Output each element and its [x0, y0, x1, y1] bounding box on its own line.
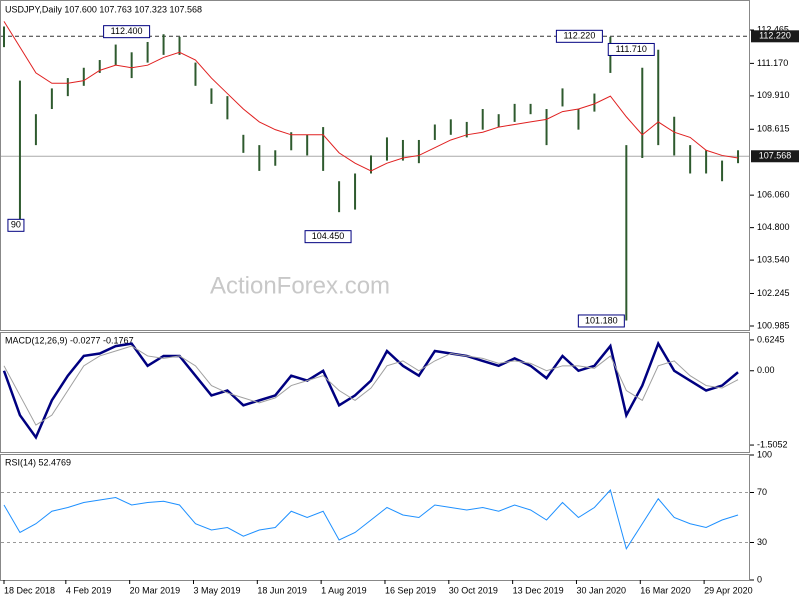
- y-tick-label: 100.985: [757, 320, 790, 330]
- y-tick-label: 104.800: [757, 222, 790, 232]
- price-box: [751, 150, 799, 163]
- x-tick-label: 30 Jan 2020: [576, 585, 626, 595]
- y-tick-label: 106.060: [757, 190, 790, 200]
- y-tick-label: 112.465: [757, 24, 789, 34]
- y-tick-label: 100: [757, 449, 772, 459]
- macd-title: MACD(12,26,9) -0.0277 -0.1767: [5, 335, 134, 345]
- annotation-box: [577, 314, 625, 328]
- x-tick-label: 4 Feb 2019: [66, 585, 112, 595]
- annotation-box: [103, 25, 151, 39]
- moving-average: [3, 21, 739, 172]
- series-line: [3, 345, 739, 426]
- y-tick-label: 70: [757, 487, 767, 497]
- x-tick-label: 30 Oct 2019: [449, 585, 498, 595]
- price-box-label: 112.220: [759, 31, 791, 41]
- annotation-box: [7, 218, 25, 232]
- x-tick-label: 1 Aug 2019: [321, 585, 367, 595]
- annotation-label: 112.400: [111, 26, 143, 36]
- y-tick-label: 102.245: [757, 288, 790, 298]
- annotation-box: [304, 230, 352, 244]
- x-tick-label: 29 Apr 2020: [704, 585, 753, 595]
- y-tick-label: 0: [757, 574, 762, 584]
- series-line: [3, 488, 739, 550]
- annotation-box: [555, 29, 603, 43]
- annotation-label: 104.450: [312, 231, 345, 241]
- x-tick-label: 13 Dec 2019: [513, 585, 564, 595]
- x-tick-label: 20 Mar 2019: [130, 585, 181, 595]
- watermark: ActionForex.com: [210, 272, 390, 299]
- x-tick-label: 3 May 2019: [193, 585, 240, 595]
- y-tick-label: 108.615: [757, 124, 790, 134]
- rsi-title: RSI(14) 52.4769: [5, 457, 71, 467]
- macd-frame: [0, 332, 750, 453]
- y-tick-label: 0.00: [757, 365, 775, 375]
- chart-title: USDJPY,Daily 107.600 107.763 107.323 107…: [5, 4, 202, 14]
- price-box: [751, 30, 799, 43]
- y-tick-label: 111.170: [757, 58, 788, 68]
- annotation-label: 111.710: [616, 44, 647, 54]
- price-box-label: 107.568: [759, 151, 792, 161]
- annotation-label: 112.220: [563, 31, 595, 41]
- main-frame: [0, 0, 750, 331]
- annotation-label: 90: [11, 220, 21, 230]
- rsi-frame: [0, 454, 750, 581]
- x-tick-label: 18 Jun 2019: [257, 585, 307, 595]
- x-tick-label: 18 Dec 2018: [4, 585, 55, 595]
- annotation-label: 101.180: [585, 315, 618, 325]
- x-tick-label: 16 Sep 2019: [385, 585, 436, 595]
- y-tick-label: 0.6245: [757, 334, 785, 344]
- annotation-box: [607, 42, 655, 56]
- series-line: [2, 340, 739, 440]
- x-tick-label: 16 Mar 2020: [640, 585, 691, 595]
- y-tick-label: 103.540: [757, 254, 790, 264]
- y-tick-label: 109.910: [757, 90, 790, 100]
- y-tick-label: 30: [757, 537, 767, 547]
- y-tick-label: -1.5052: [757, 439, 788, 449]
